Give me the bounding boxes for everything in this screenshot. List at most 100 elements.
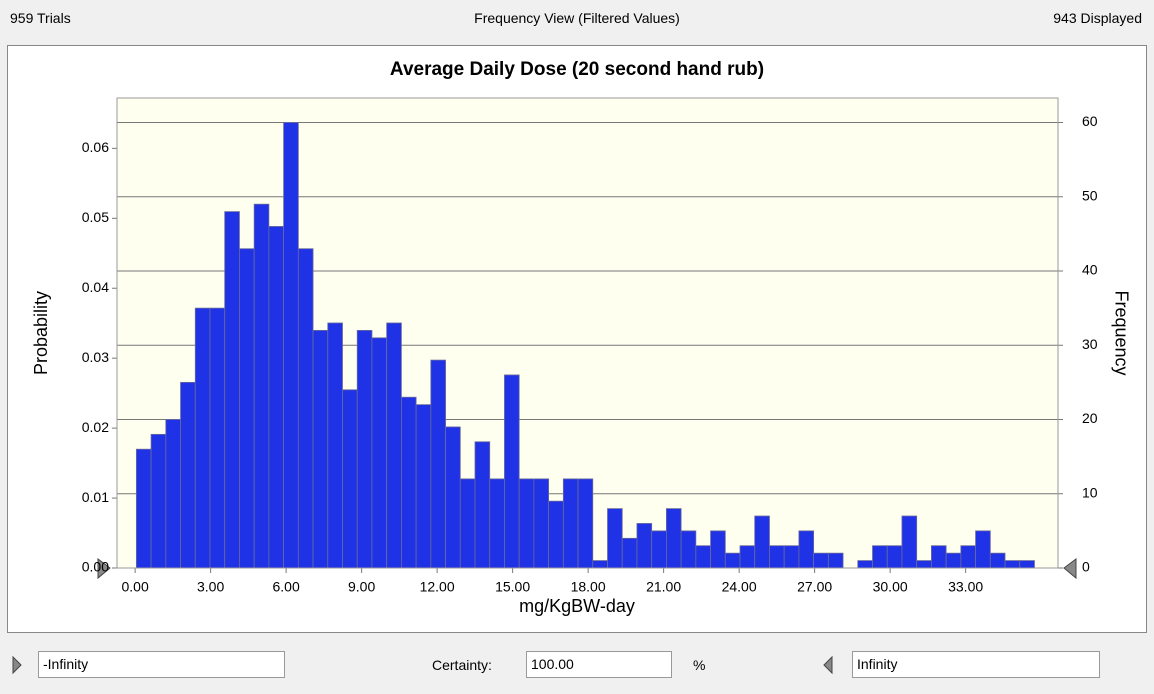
- bar: [548, 500, 564, 569]
- bar: [1004, 560, 1021, 569]
- bar: [665, 508, 682, 569]
- x-axis-label: mg/KgBW-day: [519, 596, 635, 616]
- bar: [636, 523, 653, 569]
- bar: [621, 537, 638, 569]
- bar: [798, 530, 815, 569]
- bar: [1019, 560, 1035, 569]
- percent: %: [693, 657, 706, 673]
- bar: [769, 545, 785, 569]
- bar: [165, 419, 181, 569]
- bar: [239, 248, 255, 569]
- bar: [857, 560, 873, 569]
- certainty-input[interactable]: 100.00: [526, 651, 672, 678]
- bar: [651, 530, 667, 569]
- bar: [945, 552, 962, 569]
- bar: [960, 545, 976, 569]
- bar: [518, 478, 535, 569]
- bar: [592, 560, 608, 569]
- bar: [253, 203, 270, 569]
- y2-tick-label: 10: [1082, 484, 1098, 500]
- x-tick-label: 24.00: [722, 579, 757, 595]
- y-tick-label: 0.04: [82, 279, 109, 295]
- bar: [916, 560, 932, 569]
- y2-tick-label: 0: [1082, 559, 1090, 575]
- bar: [180, 381, 196, 569]
- bar: [739, 545, 756, 569]
- bar: [445, 426, 461, 569]
- x-tick-label: 12.00: [420, 579, 455, 595]
- x-tick-label: 18.00: [571, 579, 606, 595]
- bar: [901, 515, 918, 569]
- bar: [194, 307, 211, 569]
- x-tick-label: 27.00: [797, 579, 832, 595]
- trials: 959 Trials: [10, 10, 71, 26]
- plot-border: [116, 97, 1059, 569]
- bar: [989, 552, 1006, 569]
- y-tick-label: 0.06: [82, 139, 109, 155]
- bar: [400, 396, 417, 569]
- bar: [430, 359, 446, 569]
- bar: [209, 307, 226, 569]
- y2-tick-label: 30: [1082, 336, 1098, 352]
- bar: [607, 508, 623, 569]
- displayed: 943 Displayed: [1053, 10, 1142, 26]
- y2-tick-label: 40: [1082, 262, 1098, 278]
- y-tick-label: 0.01: [82, 489, 109, 505]
- y-tick-label: 0.03: [82, 349, 109, 365]
- lower-arrow[interactable]: [12, 655, 22, 675]
- y-axis-label: Probability: [31, 291, 51, 375]
- bar: [386, 322, 402, 569]
- x-tick-label: 33.00: [948, 579, 983, 595]
- bar: [312, 330, 329, 569]
- upper-slider[interactable]: [1063, 558, 1077, 580]
- bar: [415, 404, 432, 569]
- bar: [680, 530, 697, 569]
- bar: [283, 122, 299, 569]
- bar: [504, 374, 520, 569]
- x-tick-label: 21.00: [646, 579, 681, 595]
- view-mode: Frequency View (Filtered Values): [474, 10, 680, 26]
- bar: [327, 322, 343, 569]
- lower-slider[interactable]: [97, 558, 111, 580]
- bar: [710, 530, 726, 569]
- y2-axis-label: Frequency: [1111, 290, 1131, 375]
- bar: [724, 552, 741, 569]
- bar: [872, 545, 888, 569]
- x-tick-label: 30.00: [873, 579, 908, 595]
- bar: [562, 478, 579, 569]
- bar: [931, 545, 947, 569]
- bar: [474, 441, 491, 569]
- bar: [150, 433, 167, 569]
- x-tick-label: 15.00: [495, 579, 530, 595]
- bar: [459, 478, 476, 569]
- bar: [297, 248, 314, 569]
- bar: [342, 389, 358, 569]
- bar: [224, 211, 240, 569]
- chart-title: Average Daily Dose (20 second hand rub): [390, 59, 764, 80]
- bar: [577, 478, 594, 569]
- lower-input[interactable]: -Infinity: [38, 651, 285, 678]
- y2-tick-label: 60: [1082, 113, 1098, 129]
- x-tick-label: 3.00: [197, 579, 224, 595]
- y-tick-label: 0.00: [82, 559, 109, 575]
- bar: [489, 478, 505, 569]
- x-tick-label: 6.00: [272, 579, 299, 595]
- bar: [135, 448, 152, 569]
- bar: [695, 545, 711, 569]
- bar: [886, 545, 903, 569]
- bar: [268, 226, 285, 569]
- bar: [754, 515, 770, 569]
- bar: [783, 545, 800, 569]
- bar: [371, 337, 388, 569]
- bar: [813, 552, 829, 569]
- bar: [827, 552, 844, 569]
- x-tick-label: 9.00: [348, 579, 375, 595]
- certainty-label: Certainty:: [432, 657, 492, 673]
- y-tick-label: 0.05: [82, 209, 109, 225]
- upper-input[interactable]: Infinity: [852, 651, 1100, 678]
- upper-arrow[interactable]: [823, 655, 833, 675]
- y-tick-label: 0.02: [82, 419, 109, 435]
- y2-tick-label: 20: [1082, 410, 1098, 426]
